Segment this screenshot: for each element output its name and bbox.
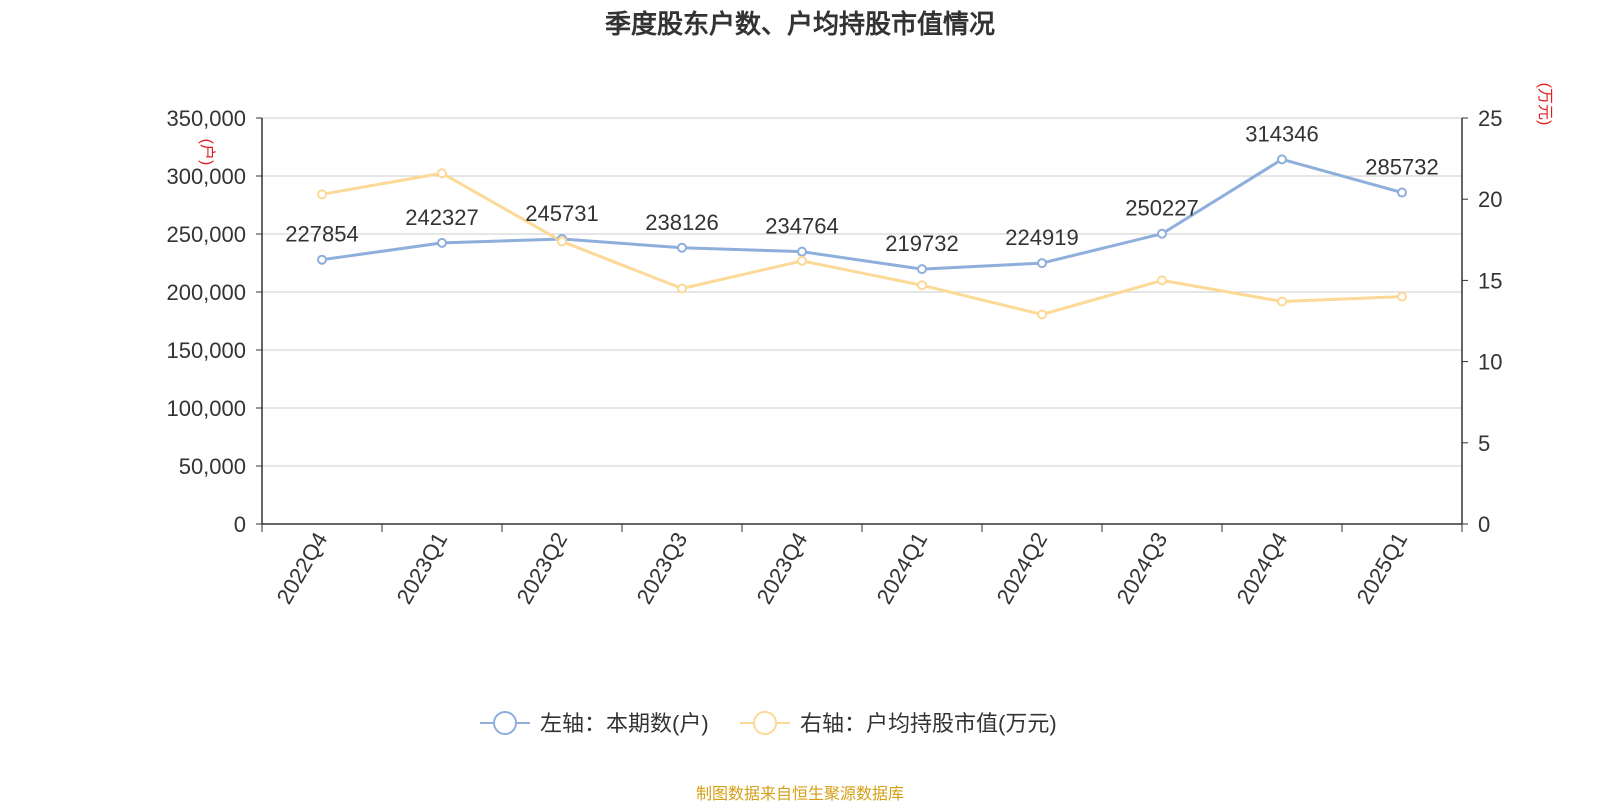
legend-marker [753,711,777,735]
x-axis-tick-label: 2024Q3 [1112,528,1173,608]
data-point-left [437,237,447,248]
data-point-right [437,168,447,179]
data-point-left [797,246,807,257]
right-axis-tick-label: 25 [1478,106,1502,131]
x-axis-tick-label: 2023Q4 [752,528,813,608]
x-axis-tick-label: 2024Q1 [872,528,933,608]
x-axis-tick-label: 2024Q2 [992,528,1053,608]
data-label: 238126 [645,210,718,235]
data-label: 245731 [525,201,598,226]
data-point-right [1157,275,1167,286]
data-label: 227854 [285,222,358,247]
data-point-left [1397,187,1407,198]
data-point-right [1397,291,1407,302]
x-axis-tick-label: 2023Q3 [632,528,693,608]
legend-marker [493,711,517,735]
series-lines [321,157,1403,317]
data-point-right [1037,309,1047,320]
right-axis-tick-label: 0 [1478,512,1490,537]
data-point-right [1277,296,1287,307]
x-axis-tick-label: 2022Q4 [272,528,333,608]
data-point-right [797,255,807,266]
left-axis-tick-label: 350,000 [166,106,246,131]
right-axis-unit-label: (万元) [1536,83,1553,126]
data-label: 314346 [1245,121,1318,146]
left-axis-tick-label: 50,000 [179,454,246,479]
data-point-right [917,280,927,291]
data-point-left [1157,228,1167,239]
data-point-left [917,264,927,275]
left-axis-unit-label: (户) [198,139,216,166]
data-point-right [557,236,567,247]
right-axis-tick-label: 10 [1478,350,1502,375]
legend: 左轴：本期数(户) 右轴：户均持股市值(万元) [480,711,1057,736]
axes: 0 50,000 100,000 150,000 200,000 250,000 300,0… [166,83,1553,609]
data-label: 250227 [1125,196,1198,221]
x-axis-tick-label: 2024Q4 [1232,528,1293,608]
x-axis-tick-label: 2025Q1 [1352,528,1413,608]
legend-label: 左轴：本期数(户) [540,711,709,736]
left-axis-tick-label: 300,000 [166,164,246,189]
right-axis-tick-label: 15 [1478,268,1502,293]
left-axis-tick-label: 100,000 [166,396,246,421]
series-points [317,154,1407,320]
right-axis-tick-label: 20 [1478,187,1502,212]
data-point-left [677,242,687,253]
data-point-left [317,254,327,265]
chart-title: 季度股东户数、户均持股市值情况 [604,9,995,39]
x-axis-tick-label: 2023Q1 [392,528,453,608]
data-label: 224919 [1005,225,1078,250]
series-line-right [321,171,1403,317]
source-note: 制图数据来自恒生聚源数据库 [695,786,904,803]
data-label: 234764 [765,214,838,239]
left-axis-tick-label: 200,000 [166,280,246,305]
left-axis-tick-label: 250,000 [166,222,246,247]
data-point-right [317,189,327,200]
data-point-left [1037,258,1047,269]
data-label: 242327 [405,205,478,230]
data-point-right [677,283,687,294]
data-label: 285732 [1365,155,1438,180]
left-axis-tick-label: 0 [234,512,246,537]
x-axis-tick-label: 2023Q2 [512,528,573,608]
right-axis-tick-label: 5 [1478,431,1490,456]
data-label: 219732 [885,231,958,256]
data-point-left [1277,154,1287,165]
data-labels: 227854 242327 245731 238126 234764 219732 2249… [285,121,1438,256]
grid-lines [262,117,1462,467]
left-axis-tick-label: 150,000 [166,338,246,363]
series-line-left [321,157,1403,271]
legend-label: 右轴：户均持股市值(万元) [800,711,1057,736]
